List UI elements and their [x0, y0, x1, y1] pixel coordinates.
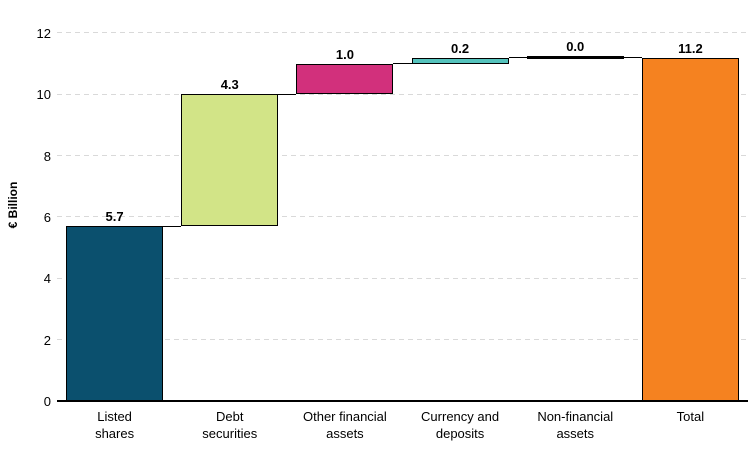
y-tick-label-2: 2: [43, 332, 51, 348]
x-category-label-listed-shares: Listed shares: [95, 409, 135, 441]
gridline-12: [57, 32, 748, 34]
y-tick-label-8: 8: [43, 148, 51, 164]
value-label-non-financial-assets: 0.0: [566, 39, 585, 55]
connector-other-financial-assets-to-currency-and-deposits: [393, 63, 412, 65]
connector-debt-securities-to-other-financial-assets: [278, 93, 297, 95]
value-label-other-financial-assets: 1.0: [335, 46, 354, 62]
bar-debt-securities: [181, 94, 279, 227]
gridline-8: [57, 155, 748, 157]
value-label-total: 11.2: [678, 40, 703, 56]
x-category-label-non-financial-assets: Non-financial assets: [537, 409, 614, 441]
x-category-label-other-financial-assets: Other financial assets: [302, 409, 387, 441]
connector-non-financial-assets-to-total: [623, 57, 642, 59]
value-label-listed-shares: 5.7: [105, 209, 124, 225]
value-label-debt-securities: 4.3: [220, 77, 239, 93]
bar-currency-and-deposits: [411, 57, 509, 64]
bar-total: [641, 57, 739, 401]
x-axis-baseline: [57, 400, 748, 402]
x-category-label-debt-securities: Debt securities: [202, 409, 258, 441]
value-label-currency-and-deposits: 0.2: [451, 40, 470, 56]
x-category-label-currency-and-deposits: Currency and deposits: [421, 409, 500, 441]
gridline-2: [57, 339, 748, 341]
y-tick-label-4: 4: [43, 271, 51, 287]
gridline-6: [57, 216, 748, 218]
bar-non-financial-assets: [526, 56, 624, 60]
y-tick-label-10: 10: [36, 87, 51, 103]
connector-listed-shares-to-debt-securities: [163, 225, 182, 227]
y-tick-label-12: 12: [36, 25, 51, 41]
gridline-4: [57, 277, 748, 279]
bar-listed-shares: [66, 226, 164, 401]
x-category-label-total: Total: [676, 409, 705, 424]
bar-other-financial-assets: [296, 63, 394, 95]
y-tick-label-6: 6: [43, 209, 51, 225]
y-tick-label-0: 0: [43, 394, 51, 409]
gridline-10: [57, 93, 748, 95]
connector-currency-and-deposits-to-non-financial-assets: [508, 57, 527, 59]
